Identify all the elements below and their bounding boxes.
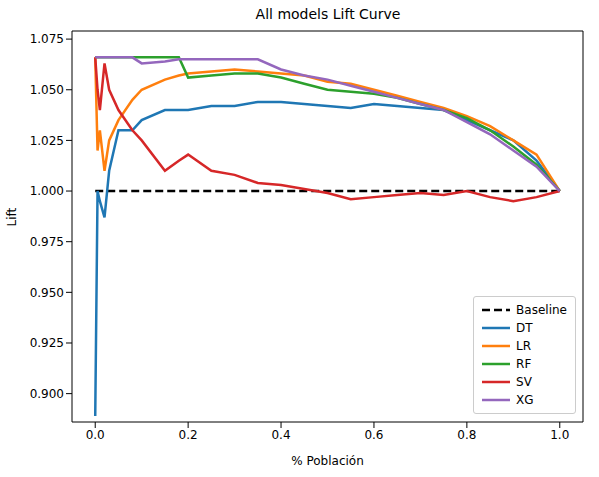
svg-text:0.8: 0.8 xyxy=(457,428,476,442)
svg-text:1.000: 1.000 xyxy=(30,184,64,198)
svg-text:0.4: 0.4 xyxy=(271,428,290,442)
html-text:XG: XG xyxy=(516,393,534,407)
svg-text:0.950: 0.950 xyxy=(30,286,64,300)
svg-text:% Población: % Población xyxy=(291,454,364,468)
svg-text:1.025: 1.025 xyxy=(30,134,64,148)
html-text:LR: LR xyxy=(516,339,532,353)
html-text:DT: DT xyxy=(516,321,533,335)
svg-text:Lift: Lift xyxy=(5,207,19,226)
svg-text:1.075: 1.075 xyxy=(30,32,64,46)
html-text:Baseline: Baseline xyxy=(516,303,567,317)
html-text:All models Lift Curve: All models Lift Curve xyxy=(255,6,401,22)
svg-text:1.050: 1.050 xyxy=(30,83,64,97)
svg-text:0.900: 0.900 xyxy=(30,387,64,401)
svg-text:0.925: 0.925 xyxy=(30,336,64,350)
svg-text:1.0: 1.0 xyxy=(550,428,569,442)
html-text:RF: RF xyxy=(516,357,532,371)
svg-text:0.2: 0.2 xyxy=(179,428,198,442)
html-text:SV: SV xyxy=(516,375,532,389)
svg-text:0.975: 0.975 xyxy=(30,235,64,249)
svg-text:0.6: 0.6 xyxy=(364,428,383,442)
svg-text:0.0: 0.0 xyxy=(86,428,105,442)
